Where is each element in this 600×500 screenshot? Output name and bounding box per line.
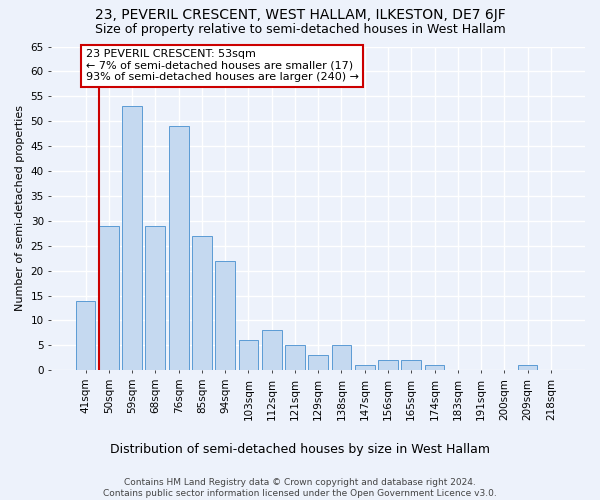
Text: 23 PEVERIL CRESCENT: 53sqm
← 7% of semi-detached houses are smaller (17)
93% of : 23 PEVERIL CRESCENT: 53sqm ← 7% of semi-… xyxy=(86,49,359,82)
Bar xyxy=(239,340,259,370)
Bar xyxy=(122,106,142,370)
Bar xyxy=(169,126,188,370)
Text: Distribution of semi-detached houses by size in West Hallam: Distribution of semi-detached houses by … xyxy=(110,442,490,456)
Bar xyxy=(308,356,328,370)
Bar xyxy=(401,360,421,370)
Bar xyxy=(76,300,95,370)
Bar xyxy=(518,366,538,370)
Bar xyxy=(355,366,374,370)
Text: Size of property relative to semi-detached houses in West Hallam: Size of property relative to semi-detach… xyxy=(95,22,505,36)
Bar xyxy=(262,330,281,370)
Bar xyxy=(99,226,119,370)
Text: 23, PEVERIL CRESCENT, WEST HALLAM, ILKESTON, DE7 6JF: 23, PEVERIL CRESCENT, WEST HALLAM, ILKES… xyxy=(95,8,505,22)
Bar xyxy=(145,226,165,370)
Bar xyxy=(378,360,398,370)
Bar xyxy=(332,346,352,370)
Bar xyxy=(425,366,445,370)
Text: Contains HM Land Registry data © Crown copyright and database right 2024.
Contai: Contains HM Land Registry data © Crown c… xyxy=(103,478,497,498)
Bar xyxy=(285,346,305,370)
Bar xyxy=(215,260,235,370)
Y-axis label: Number of semi-detached properties: Number of semi-detached properties xyxy=(15,106,25,312)
Bar xyxy=(192,236,212,370)
